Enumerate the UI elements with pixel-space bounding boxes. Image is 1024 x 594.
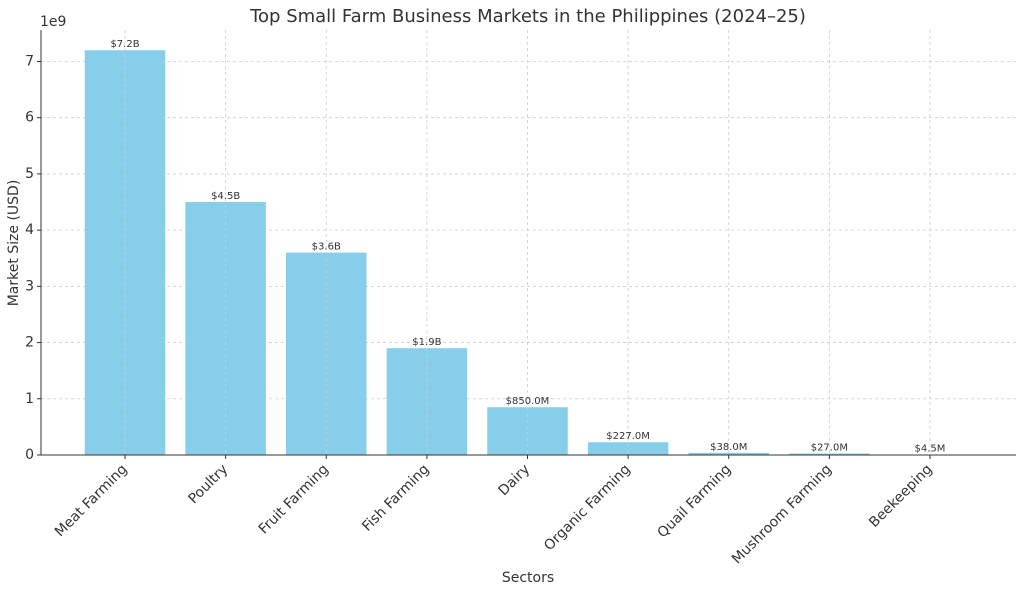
x-tick-label: Quail Farming xyxy=(655,461,735,541)
value-label: $4.5M xyxy=(915,444,946,455)
value-label: $3.6B xyxy=(312,242,341,253)
chart-title: Top Small Farm Business Markets in the P… xyxy=(249,6,806,27)
value-label: $4.5B xyxy=(211,191,240,202)
y-tick-label: 7 xyxy=(25,53,34,69)
bar xyxy=(386,348,468,455)
x-tick-label: Poultry xyxy=(185,461,231,507)
x-tick-label: Fish Farming xyxy=(359,461,432,534)
y-offset-label: 1e9 xyxy=(40,14,66,30)
y-tick-label: 5 xyxy=(25,166,34,182)
value-label: $1.9B xyxy=(412,337,441,348)
x-tick-label: Mushroom Farming xyxy=(729,461,835,567)
x-axis-label: Sectors xyxy=(502,570,554,586)
y-axis-label: Market Size (USD) xyxy=(6,180,22,307)
y-tick-label: 4 xyxy=(25,222,34,238)
y-tick-label: 0 xyxy=(25,447,34,463)
y-tick-label: 6 xyxy=(25,110,34,126)
value-label: $227.0M xyxy=(606,431,650,442)
y-tick-label: 2 xyxy=(25,335,34,351)
value-label: $850.0M xyxy=(506,396,550,407)
value-label: $27.0M xyxy=(811,442,848,453)
value-label: $38.0M xyxy=(710,442,747,453)
x-tick-label: Beekeeping xyxy=(866,461,935,530)
bar xyxy=(789,453,870,455)
x-tick-label: Meat Farming xyxy=(52,461,131,540)
bar xyxy=(587,442,669,455)
bar xyxy=(185,202,266,455)
x-tick-label: Fruit Farming xyxy=(256,461,332,537)
bar xyxy=(688,452,769,455)
y-tick-label: 3 xyxy=(25,278,34,294)
x-tick-label: Organic Farming xyxy=(541,461,634,554)
value-label: $7.2B xyxy=(110,39,139,50)
y-tick-label: 1 xyxy=(25,391,34,407)
x-tick-label: Dairy xyxy=(495,461,533,499)
